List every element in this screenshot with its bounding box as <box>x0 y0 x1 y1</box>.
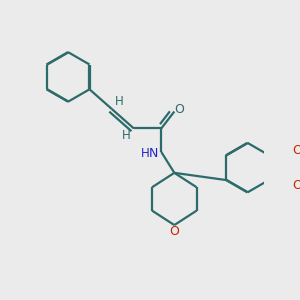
Text: H: H <box>115 95 123 108</box>
Text: H: H <box>122 129 131 142</box>
Text: O: O <box>169 225 179 238</box>
Text: O: O <box>174 103 184 116</box>
Text: N: N <box>148 147 158 160</box>
Text: O: O <box>292 143 300 157</box>
Text: O: O <box>292 179 300 192</box>
Text: H: H <box>141 147 149 160</box>
